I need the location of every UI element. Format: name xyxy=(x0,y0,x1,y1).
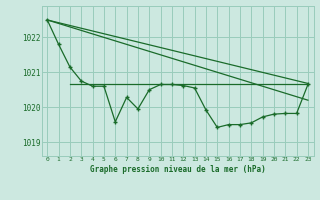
X-axis label: Graphe pression niveau de la mer (hPa): Graphe pression niveau de la mer (hPa) xyxy=(90,165,266,174)
